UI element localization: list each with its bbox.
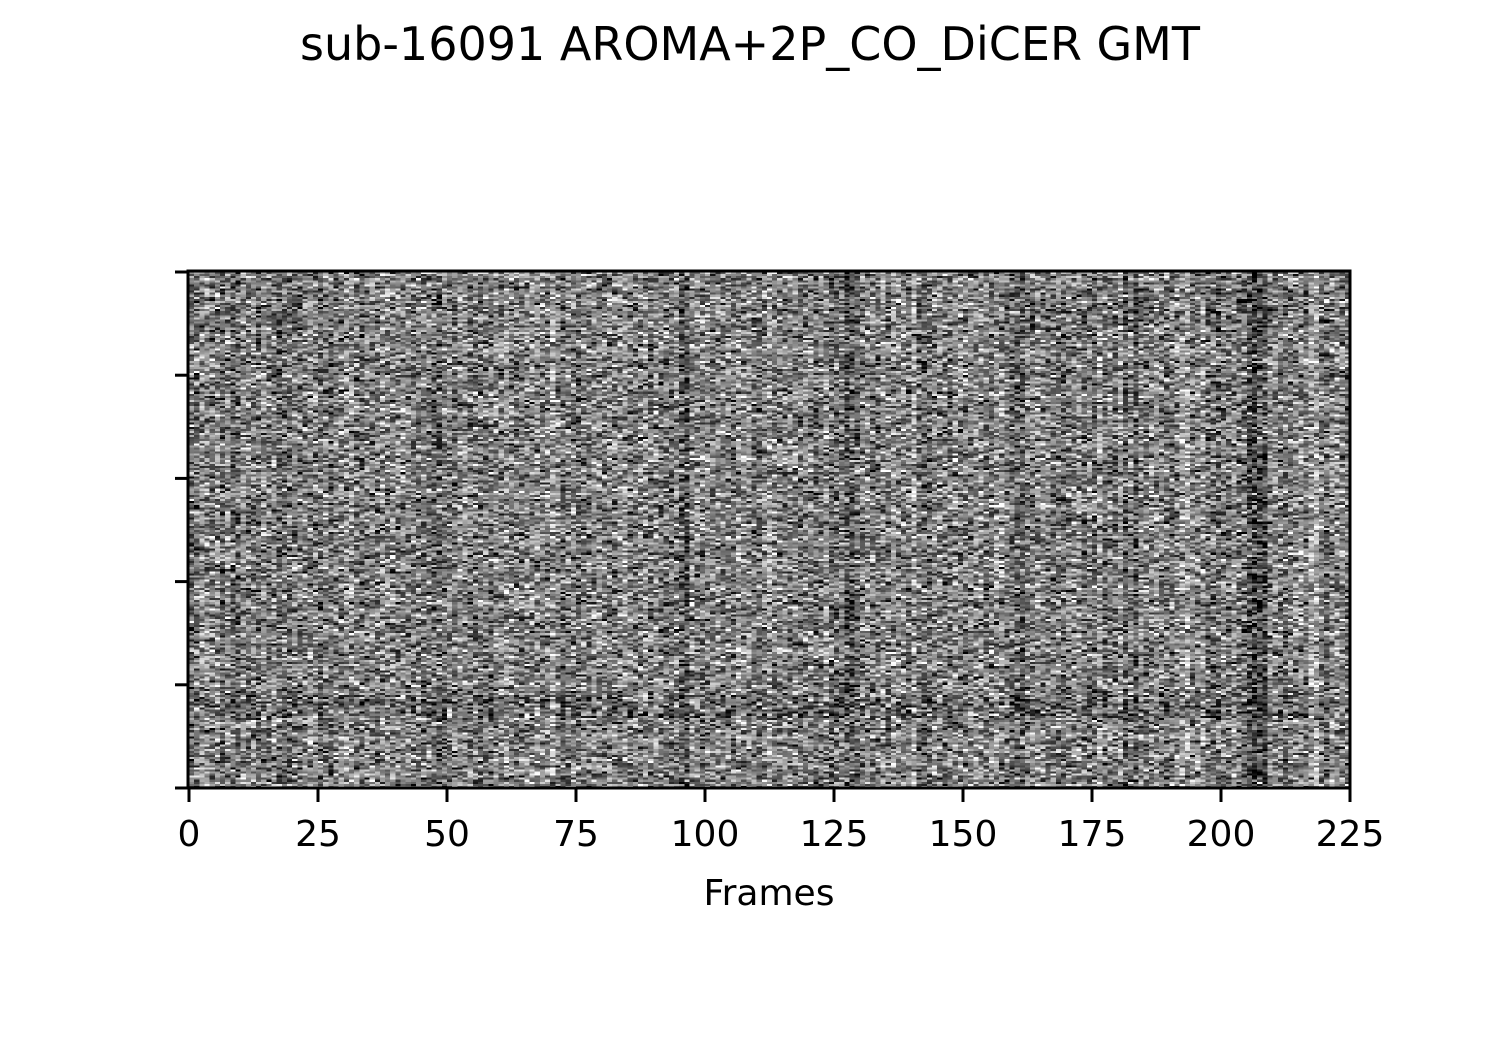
plot-frame xyxy=(186,269,1352,790)
x-tick-label: 125 xyxy=(800,814,869,855)
chart-title: sub-16091 AROMA+2P_CO_DiCER GMT xyxy=(300,17,1201,71)
x-tick-label: 75 xyxy=(553,814,599,855)
x-tick-label: 175 xyxy=(1058,814,1127,855)
x-axis: 0 25 50 75 100 125 150 175 200 225 xyxy=(178,788,1385,855)
x-axis-label: Frames xyxy=(704,873,835,914)
plot-area xyxy=(186,269,1352,790)
x-tick-label: 0 xyxy=(178,814,201,855)
y-axis xyxy=(175,270,189,790)
heatmap-image xyxy=(189,272,1350,788)
x-tick-label: 25 xyxy=(295,814,341,855)
x-tick-label: 225 xyxy=(1316,814,1385,855)
x-tick-label: 200 xyxy=(1187,814,1256,855)
heatmap-image-container xyxy=(189,272,1350,788)
x-tick-label: 100 xyxy=(671,814,740,855)
x-tick-label: 150 xyxy=(929,814,998,855)
x-tick-label: 50 xyxy=(424,814,470,855)
